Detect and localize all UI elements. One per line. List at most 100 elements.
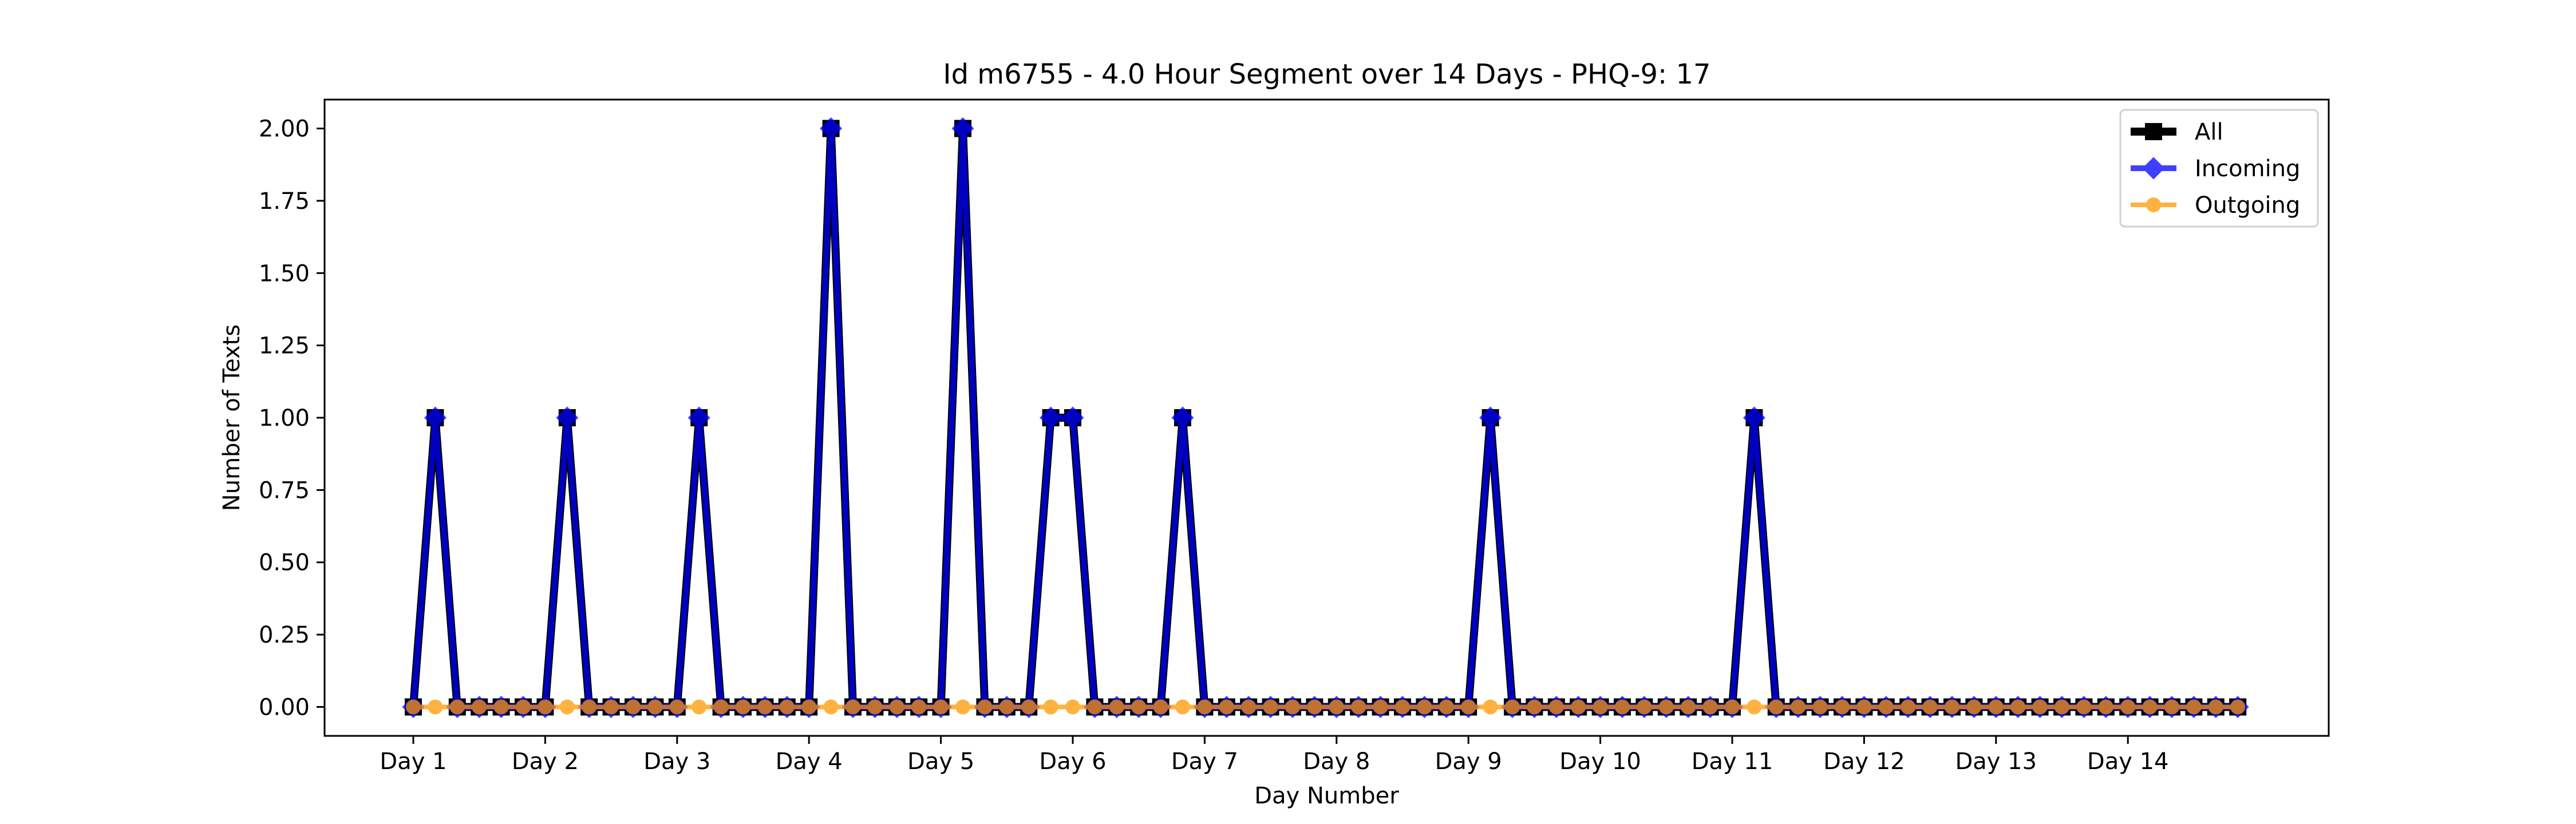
- series-line-all: [409, 124, 2238, 711]
- data-point-outgoing: [1835, 699, 1850, 715]
- data-point-outgoing: [889, 699, 904, 715]
- legend-box: [2119, 109, 2319, 228]
- data-point-outgoing: [1878, 699, 1894, 715]
- data-point-outgoing: [1241, 699, 1257, 715]
- legend-marker: [2145, 123, 2162, 140]
- y-tick-label: 0.00: [259, 694, 310, 720]
- legend-label-outgoing: Outgoing: [2195, 192, 2300, 219]
- data-point-outgoing: [1548, 699, 1564, 715]
- data-point-outgoing: [2164, 699, 2179, 715]
- data-point-outgoing: [757, 699, 773, 715]
- data-point-incoming: [424, 406, 447, 429]
- y-tick-label: 2.00: [259, 116, 310, 142]
- data-point-outgoing: [823, 699, 839, 715]
- data-point-outgoing: [472, 699, 487, 715]
- data-point-outgoing: [559, 699, 575, 715]
- legend-label-incoming: Incoming: [2195, 156, 2300, 182]
- data-point-outgoing: [493, 699, 509, 715]
- data-point-outgoing: [1175, 699, 1190, 715]
- data-point-outgoing: [449, 699, 465, 715]
- data-point-incoming: [951, 117, 974, 140]
- data-point-outgoing: [999, 699, 1014, 715]
- legend-marker: [2142, 157, 2165, 180]
- data-point-outgoing: [911, 699, 927, 715]
- data-point-outgoing: [1461, 699, 1476, 715]
- x-tick-label: Day 8: [1303, 748, 1370, 775]
- data-point-outgoing: [2010, 699, 2026, 715]
- x-tick-label: Day 2: [512, 748, 579, 775]
- data-point-outgoing: [2120, 699, 2136, 715]
- x-tick-label: Day 4: [776, 748, 843, 775]
- data-point-outgoing: [603, 699, 619, 715]
- data-point-outgoing: [1065, 699, 1080, 715]
- data-point-outgoing: [516, 699, 531, 715]
- data-point-outgoing: [1747, 699, 1762, 715]
- data-point-outgoing: [1307, 699, 1322, 715]
- data-point-outgoing: [1768, 699, 1784, 715]
- data-point-outgoing: [1702, 699, 1718, 715]
- data-point-outgoing: [1131, 699, 1147, 715]
- data-point-outgoing: [867, 699, 883, 715]
- data-point-outgoing: [406, 699, 421, 715]
- data-point-outgoing: [1615, 699, 1630, 715]
- data-point-incoming: [820, 117, 843, 140]
- data-point-incoming: [1171, 406, 1194, 429]
- y-tick-label: 0.50: [259, 550, 310, 576]
- x-tick-label: Day 5: [907, 748, 974, 775]
- data-point-outgoing: [1922, 699, 1938, 715]
- legend-marker: [2146, 197, 2161, 212]
- data-point-outgoing: [1988, 699, 2004, 715]
- data-point-outgoing: [2186, 699, 2202, 715]
- data-point-outgoing: [1329, 699, 1344, 715]
- x-tick-label: Day 9: [1435, 748, 1502, 775]
- x-tick-label: Day 12: [1823, 748, 1905, 775]
- data-point-incoming: [1479, 406, 1502, 429]
- data-point-incoming: [1040, 406, 1062, 429]
- y-tick-label: 1.75: [259, 188, 310, 215]
- data-point-outgoing: [1087, 699, 1103, 715]
- data-point-outgoing: [1219, 699, 1234, 715]
- chart-title: Id m6755 - 4.0 Hour Segment over 14 Days…: [943, 58, 1710, 90]
- data-point-outgoing: [1637, 699, 1652, 715]
- x-axis-label: Day Number: [1254, 783, 1399, 809]
- data-point-outgoing: [1725, 699, 1740, 715]
- data-point-outgoing: [977, 699, 993, 715]
- x-tick-label: Day 10: [1559, 748, 1641, 775]
- y-tick-label: 0.75: [259, 477, 310, 504]
- data-point-outgoing: [1395, 699, 1410, 715]
- data-point-outgoing: [2142, 699, 2158, 715]
- data-point-outgoing: [1109, 699, 1124, 715]
- x-tick-label: Day 3: [643, 748, 710, 775]
- legend: All Incoming Outgoing: [2119, 109, 2319, 228]
- data-point-outgoing: [801, 699, 817, 715]
- data-point-outgoing: [2055, 699, 2069, 715]
- data-point-incoming: [1743, 406, 1765, 429]
- legend-swatch-outgoing: [2131, 197, 2176, 212]
- data-point-outgoing: [1856, 699, 1872, 715]
- data-point-outgoing: [846, 699, 860, 715]
- data-point-outgoing: [538, 699, 553, 715]
- data-point-outgoing: [2032, 699, 2048, 715]
- data-point-outgoing: [1417, 699, 1432, 715]
- data-point-incoming: [688, 406, 710, 429]
- legend-swatch-incoming: [2131, 157, 2176, 180]
- data-point-outgoing: [1043, 699, 1058, 715]
- data-point-outgoing: [1593, 699, 1608, 715]
- data-point-outgoing: [1021, 699, 1037, 715]
- data-point-outgoing: [1658, 699, 1674, 715]
- x-tick-label: Day 1: [380, 748, 447, 775]
- data-point-outgoing: [1681, 699, 1696, 715]
- data-point-outgoing: [1812, 699, 1828, 715]
- data-point-incoming: [556, 406, 579, 429]
- data-point-outgoing: [955, 699, 970, 715]
- data-point-outgoing: [626, 699, 641, 715]
- data-point-outgoing: [2076, 699, 2092, 715]
- y-tick-label: 0.25: [259, 622, 310, 648]
- data-point-outgoing: [669, 699, 685, 715]
- data-point-outgoing: [1285, 699, 1300, 715]
- y-axis: 0.00 0.25 0.50 0.75 1.00 1.25 1.50 1.75 2.00: [259, 116, 325, 720]
- x-axis: Day 1 Day 2 Day 3 Day 4 Day 5 Day 6 Day 7 Day 8…: [380, 736, 2169, 775]
- data-point-outgoing: [1153, 699, 1168, 715]
- data-point-outgoing: [582, 699, 597, 715]
- data-point-outgoing: [713, 699, 729, 715]
